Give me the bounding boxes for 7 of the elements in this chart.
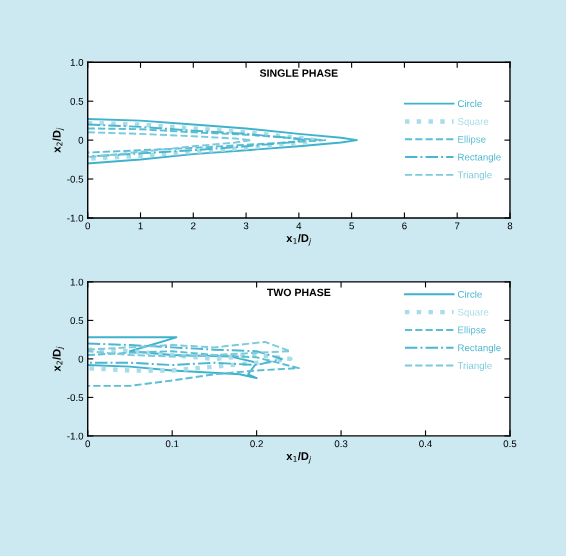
line-series	[87, 131, 253, 159]
line-series	[87, 120, 317, 162]
line-series	[87, 127, 327, 154]
line-series	[87, 118, 358, 165]
line-series	[87, 350, 300, 387]
line-series	[87, 340, 292, 358]
line-series	[87, 347, 293, 373]
